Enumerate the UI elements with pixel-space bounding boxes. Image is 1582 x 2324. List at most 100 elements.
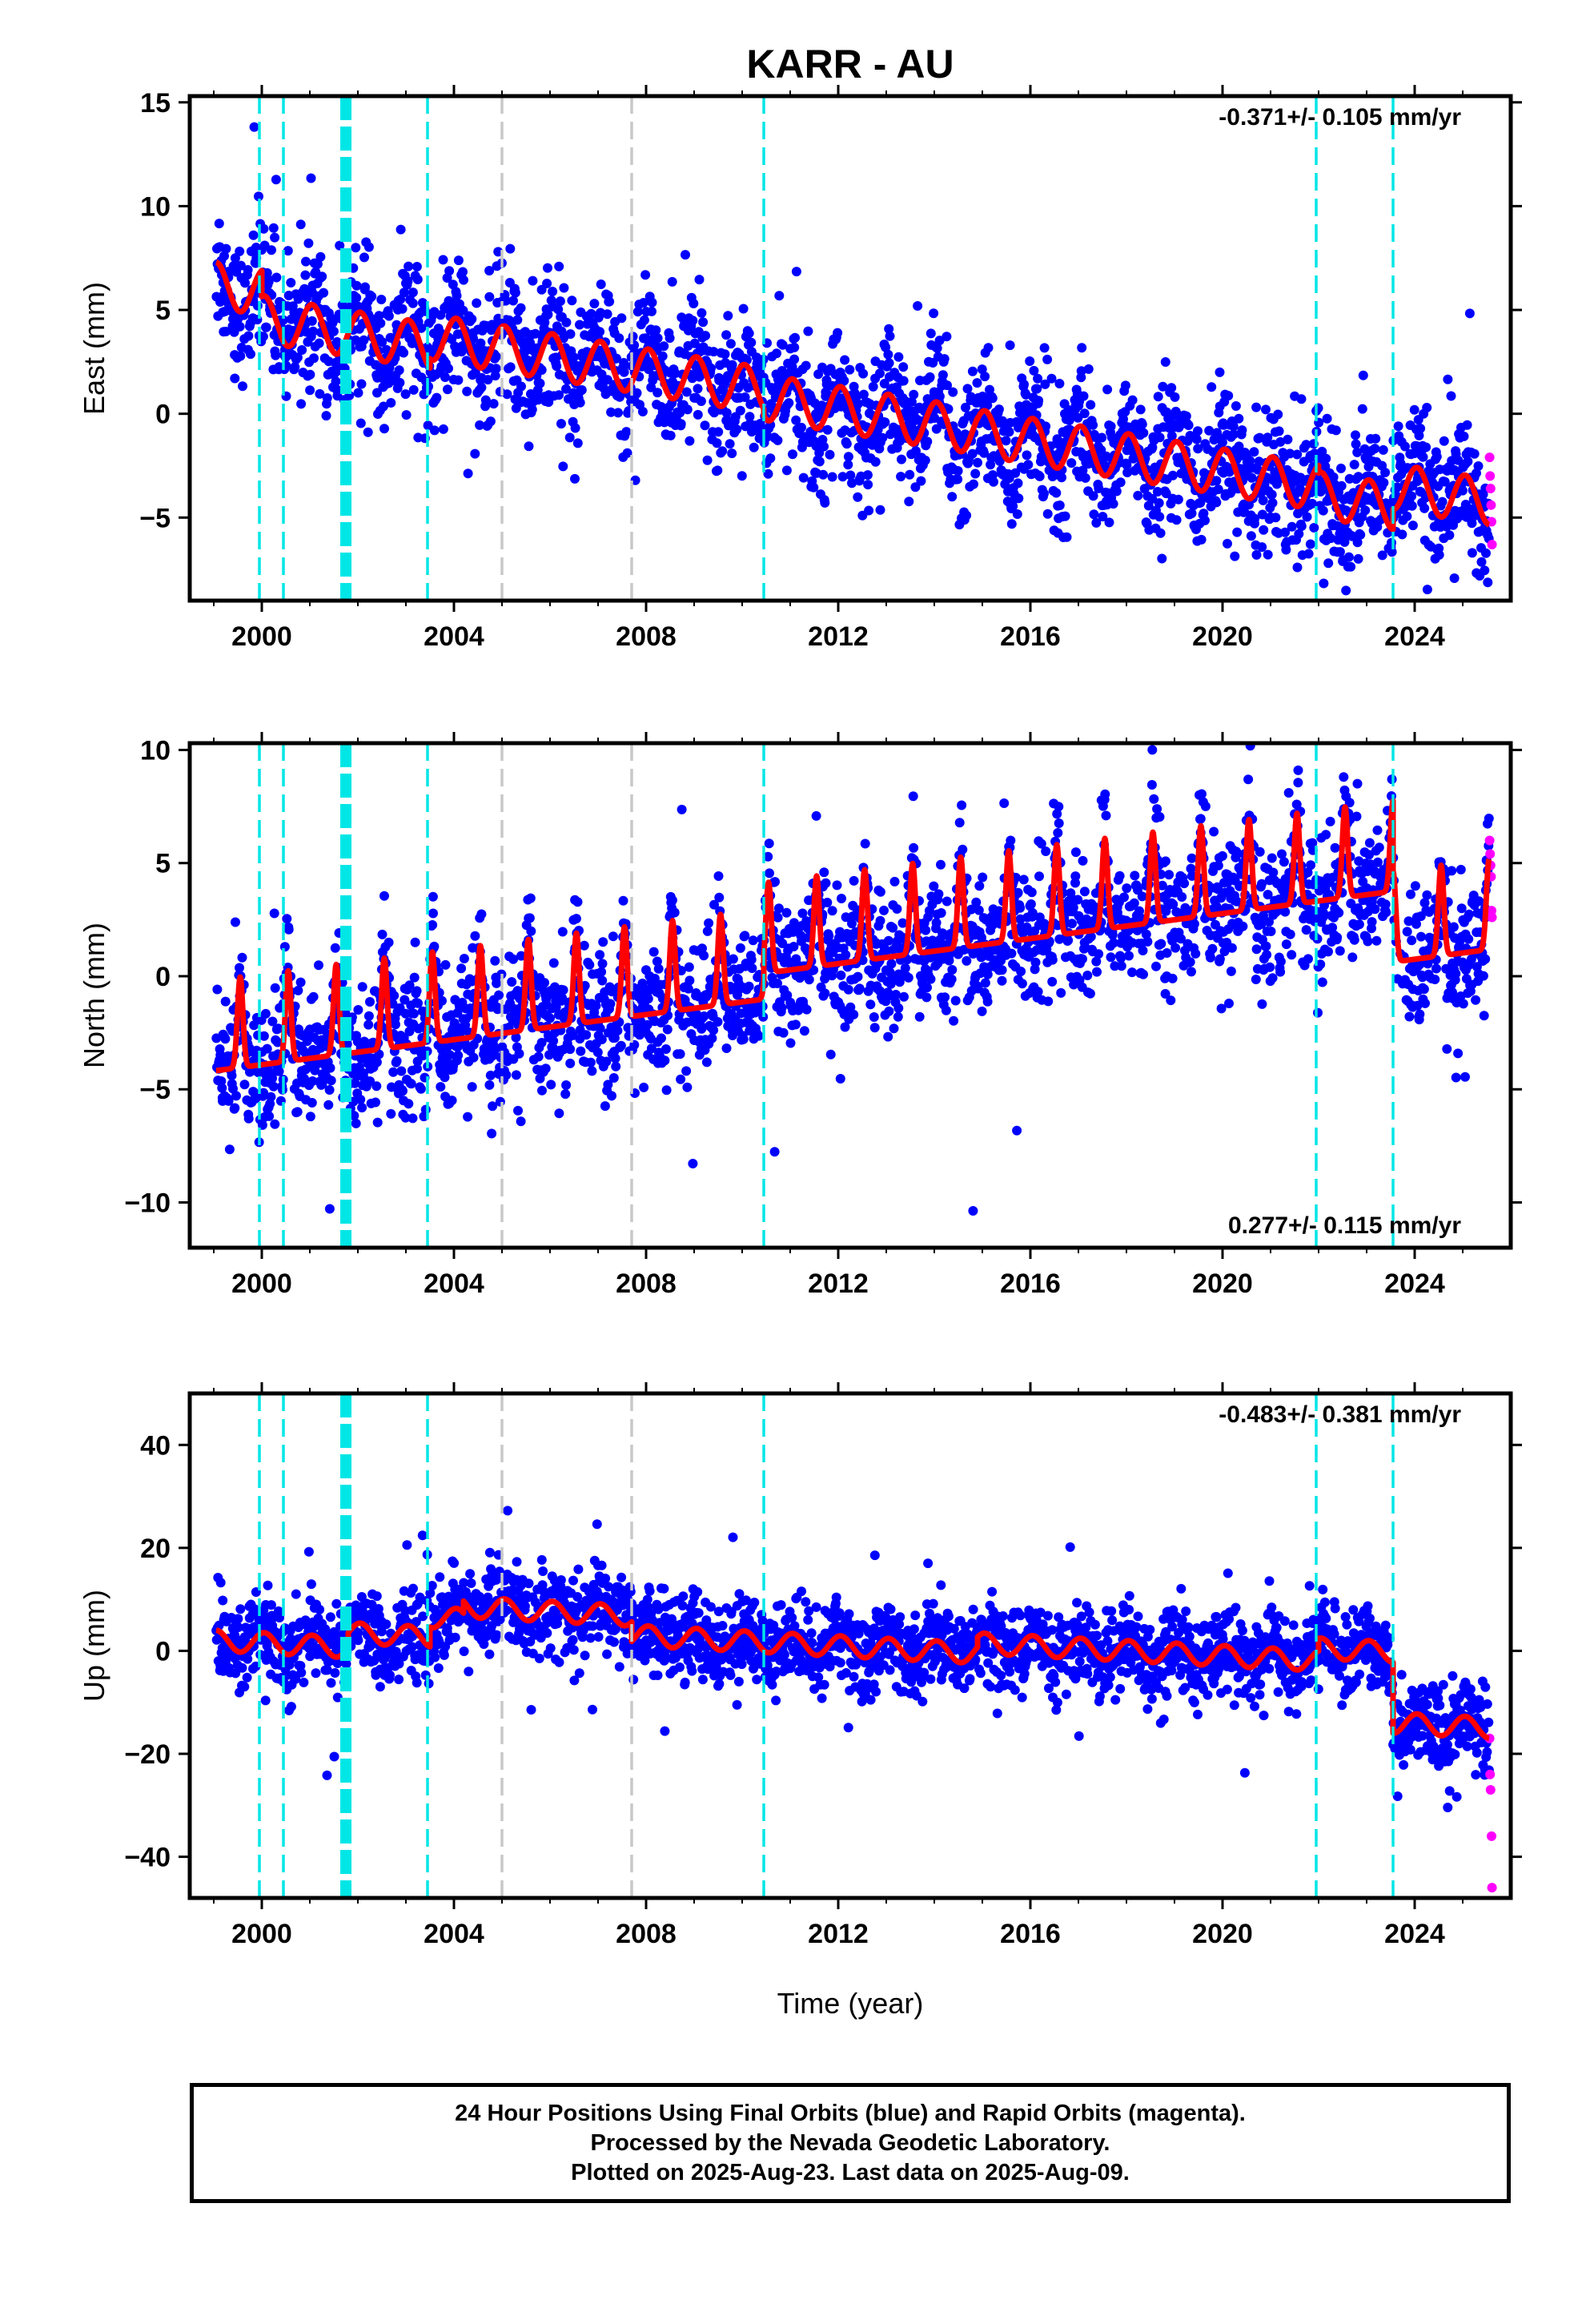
data-point <box>1152 487 1162 497</box>
data-point <box>790 332 800 343</box>
data-point <box>682 404 693 415</box>
data-point <box>745 412 755 422</box>
data-point <box>260 1008 271 1019</box>
data-point <box>1370 444 1380 454</box>
panel-north: 2000 2004 2008 2012 2016 2020 2024−10−50510Nor… <box>78 732 1522 1299</box>
data-point <box>521 345 532 356</box>
data-point <box>540 978 549 988</box>
data-point <box>511 1032 521 1043</box>
data-point <box>533 1051 544 1062</box>
data-point <box>1153 392 1163 402</box>
data-point <box>797 422 806 432</box>
data-point <box>315 388 325 399</box>
data-point <box>1039 343 1050 353</box>
data-point <box>1082 971 1093 980</box>
data-point <box>270 983 280 993</box>
data-point <box>934 889 944 899</box>
rapid-data-point <box>1485 484 1496 493</box>
data-point <box>717 446 728 456</box>
data-point <box>363 242 374 252</box>
data-point <box>1054 802 1064 812</box>
data-point <box>221 243 231 254</box>
data-point <box>1407 501 1417 511</box>
data-point <box>602 375 612 385</box>
data-point <box>377 337 387 347</box>
data-point <box>246 349 255 360</box>
data-point <box>408 384 419 395</box>
data-point <box>1079 887 1090 897</box>
data-point <box>1047 976 1058 987</box>
data-point <box>1349 460 1359 470</box>
data-point <box>849 1009 859 1019</box>
data-point <box>883 1031 893 1042</box>
data-point <box>773 912 783 923</box>
data-point <box>505 362 516 372</box>
plot-area <box>211 122 1497 596</box>
data-point <box>825 449 835 460</box>
data-point <box>1122 468 1133 477</box>
data-point <box>440 959 451 970</box>
data-point <box>467 1082 477 1092</box>
data-point <box>444 1050 455 1060</box>
data-point <box>725 339 736 349</box>
data-point <box>1138 946 1148 955</box>
data-point <box>492 1004 503 1015</box>
data-point <box>681 250 690 260</box>
data-point <box>888 923 898 933</box>
data-point <box>1162 948 1172 958</box>
data-point <box>997 975 1007 986</box>
data-point <box>371 1057 382 1068</box>
data-point <box>837 472 848 482</box>
data-point <box>596 279 606 289</box>
data-point <box>939 354 950 364</box>
data-point <box>1446 391 1456 401</box>
data-point <box>308 326 319 336</box>
data-point <box>932 343 942 353</box>
data-point <box>1154 812 1165 822</box>
data-point <box>274 1066 284 1076</box>
data-point <box>1012 509 1022 519</box>
data-point <box>1015 903 1026 913</box>
data-point <box>1056 987 1066 998</box>
data-point <box>456 963 467 974</box>
data-point <box>1223 391 1234 401</box>
data-point <box>1287 950 1297 960</box>
data-point <box>552 361 562 372</box>
data-point <box>847 478 857 489</box>
data-point <box>853 492 863 502</box>
data-point <box>286 278 296 287</box>
data-point <box>665 333 675 344</box>
data-point <box>269 908 279 919</box>
data-point <box>781 465 792 476</box>
data-point <box>773 435 783 445</box>
data-point <box>363 1019 374 1030</box>
data-point <box>267 1073 277 1084</box>
data-point <box>357 1103 367 1113</box>
data-point <box>1293 765 1303 775</box>
data-point <box>484 266 495 275</box>
data-point <box>1414 430 1424 440</box>
data-point <box>437 995 447 1006</box>
data-point <box>321 411 331 421</box>
data-point <box>1301 925 1311 935</box>
data-point <box>1138 969 1148 979</box>
data-point <box>548 287 558 296</box>
data-point <box>744 328 754 339</box>
data-point <box>1407 521 1418 531</box>
data-point <box>468 333 479 344</box>
data-point <box>307 1098 317 1108</box>
data-point <box>862 470 873 480</box>
data-point <box>905 469 915 480</box>
data-point <box>440 1072 450 1083</box>
data-point <box>1303 549 1314 559</box>
data-point <box>1170 392 1180 402</box>
data-point <box>591 1000 601 1011</box>
data-point <box>214 219 224 229</box>
data-point <box>1122 883 1132 894</box>
data-point <box>561 384 571 394</box>
data-point <box>886 959 897 969</box>
data-point <box>706 363 716 373</box>
data-point <box>1114 870 1125 881</box>
data-point <box>1306 860 1316 870</box>
data-point <box>480 395 491 405</box>
